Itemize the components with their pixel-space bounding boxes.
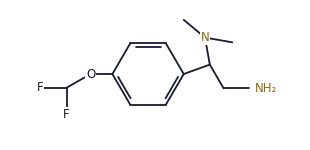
Text: F: F xyxy=(63,108,70,121)
Text: NH₂: NH₂ xyxy=(255,82,277,95)
Text: N: N xyxy=(201,31,209,44)
Text: F: F xyxy=(37,81,43,94)
Text: O: O xyxy=(86,68,95,81)
